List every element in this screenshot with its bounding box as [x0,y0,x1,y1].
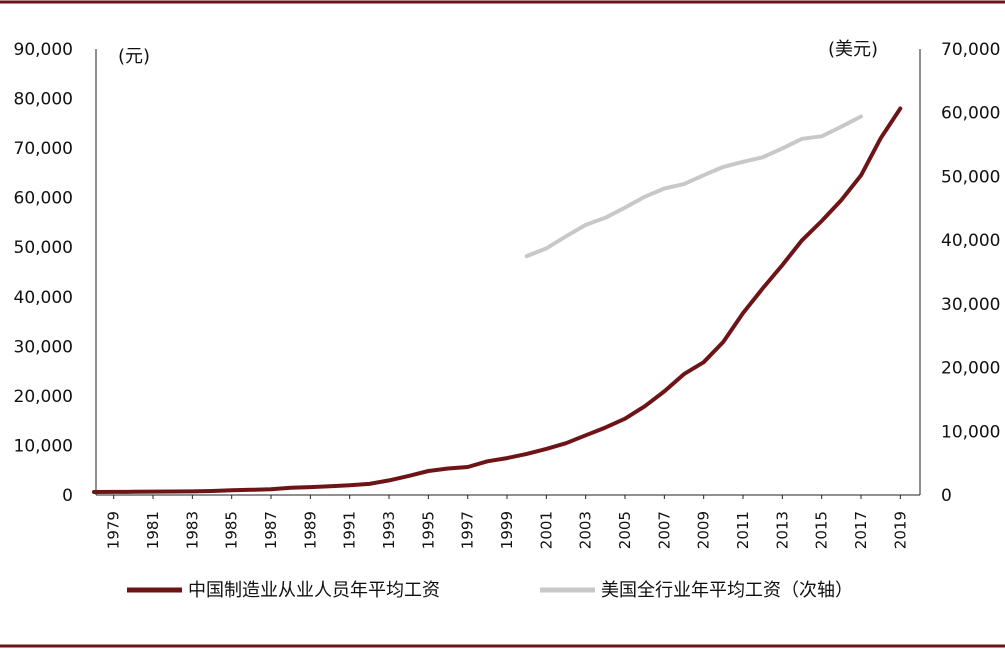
x-tick-label: 1989 [301,511,319,549]
x-tick-label: 1987 [262,511,280,549]
x-tick-label: 1981 [144,511,162,549]
x-tick-label: 1999 [498,511,516,549]
left-tick-label: 70,000 [14,139,73,159]
series-layer [92,106,903,494]
x-tick-label: 2015 [813,511,831,549]
x-tick-label: 1995 [419,511,437,549]
left-tick-label: 90,000 [14,40,73,60]
right-tick-label: 30,000 [941,295,1000,315]
x-tick-label: 2011 [734,511,752,549]
x-tick-label: 1983 [183,511,201,549]
x-axis-ticks: 1979 1981 1983 1985 1987 1989 1991 1993 1995 1997… [105,495,909,549]
x-tick-label: 1993 [380,511,398,549]
series-line-us-average-wage [524,114,863,259]
left-unit-label: (元) [118,46,150,67]
left-tick-label: 60,000 [14,189,73,209]
right-axis-ticks: 0 10,000 20,000 30,000 40,000 50,000 60,000 70,… [941,40,1000,506]
legend-label-china: 中国制造业从业人员年平均工资 [188,580,440,601]
legend-label-us: 美国全行业年平均工资（次轴） [601,580,853,601]
x-tick-label: 2013 [773,511,791,549]
left-axis-ticks: 0 10,000 20,000 30,000 40,000 50,000 60,000 70,… [14,40,73,506]
left-tick-label: 40,000 [14,288,73,308]
right-tick-label: 70,000 [941,40,1000,60]
left-tick-label: 20,000 [14,387,73,407]
x-tick-label: 2001 [537,511,555,549]
x-tick-label: 1997 [459,511,477,549]
right-unit-label: (美元) [828,39,878,60]
left-tick-label: 0 [62,486,73,506]
series-line-china-manufacturing-wage [92,106,903,494]
legend: 中国制造业从业人员年平均工资 美国全行业年平均工资（次轴） [127,580,853,601]
x-tick-label: 2017 [852,511,870,549]
x-tick-label: 2009 [695,511,713,549]
right-tick-label: 0 [941,486,952,506]
right-tick-label: 50,000 [941,167,1000,187]
x-tick-label: 2019 [891,511,909,549]
x-tick-label: 2003 [577,511,595,549]
left-tick-label: 50,000 [14,238,73,258]
right-tick-label: 40,000 [941,231,1000,251]
x-tick-label: 1991 [341,511,359,549]
x-tick-label: 2007 [655,511,673,549]
x-tick-label: 1985 [223,511,241,549]
x-tick-label: 2005 [616,511,634,549]
right-tick-label: 10,000 [941,422,1000,442]
left-tick-label: 10,000 [14,436,73,456]
x-tick-label: 1979 [105,511,123,549]
right-tick-label: 20,000 [941,359,1000,379]
left-tick-label: 80,000 [14,90,73,110]
left-tick-label: 30,000 [14,337,73,357]
right-tick-label: 60,000 [941,104,1000,124]
